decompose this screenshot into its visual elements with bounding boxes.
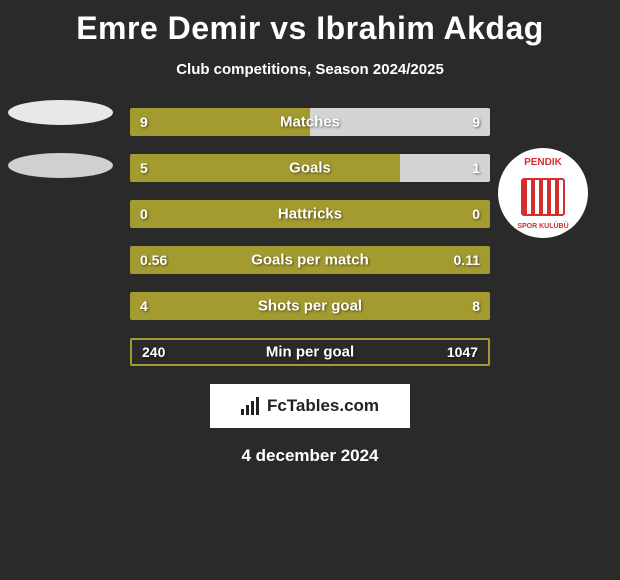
stat-value-left: 9: [140, 114, 148, 130]
stat-label: Hattricks: [278, 206, 342, 223]
stat-value-left: 0.56: [140, 252, 167, 268]
stat-label: Min per goal: [266, 344, 354, 361]
stats-area: PENDIK SPOR KULÜBÜ 9 9 Matches 5 1 Goals 0 0 Hat…: [0, 108, 620, 366]
club-badge-name: PENDIK: [524, 158, 562, 168]
footer-brand-text: FcTables.com: [267, 396, 379, 416]
right-club-badge: PENDIK SPOR KULÜBÜ: [498, 148, 588, 238]
stat-row: 0 0 Hattricks: [130, 200, 490, 228]
footer-brand-badge: FcTables.com: [210, 384, 410, 428]
stat-label: Goals: [289, 160, 331, 177]
subtitle: Club competitions, Season 2024/2025: [0, 61, 620, 78]
stat-value-right: 8: [472, 298, 480, 314]
stat-value-right: 0: [472, 206, 480, 222]
club-badge-stripes: [521, 178, 565, 216]
stat-value-left: 4: [140, 298, 148, 314]
club-badge-pendik: PENDIK SPOR KULÜBÜ: [498, 148, 588, 238]
page-title: Emre Demir vs Ibrahim Akdag: [0, 0, 620, 47]
bar-left: [130, 154, 400, 182]
stat-row: 4 8 Shots per goal: [130, 292, 490, 320]
stat-label: Goals per match: [251, 252, 369, 269]
date-text: 4 december 2024: [0, 446, 620, 466]
stat-row: 9 9 Matches: [130, 108, 490, 136]
stat-value-left: 0: [140, 206, 148, 222]
stat-value-right: 1: [472, 160, 480, 176]
badge-oval-top: [8, 100, 113, 125]
stat-value-right: 0.11: [454, 252, 480, 268]
stat-value-left: 240: [142, 344, 165, 360]
stat-value-right: 1047: [447, 344, 478, 360]
stat-row: 5 1 Goals: [130, 154, 490, 182]
stat-value-right: 9: [472, 114, 480, 130]
stat-value-left: 5: [140, 160, 148, 176]
stat-row: 240 1047 Min per goal: [130, 338, 490, 366]
stat-label: Shots per goal: [258, 298, 362, 315]
club-badge-subtext: SPOR KULÜBÜ: [517, 223, 568, 230]
bars-icon: [241, 397, 263, 415]
badge-oval-bottom: [8, 153, 113, 178]
stat-rows: 9 9 Matches 5 1 Goals 0 0 Hattricks 0.56 0.11 Goals…: [130, 108, 490, 366]
left-badges: [8, 100, 113, 206]
stat-row: 0.56 0.11 Goals per match: [130, 246, 490, 274]
stat-label: Matches: [280, 114, 340, 131]
